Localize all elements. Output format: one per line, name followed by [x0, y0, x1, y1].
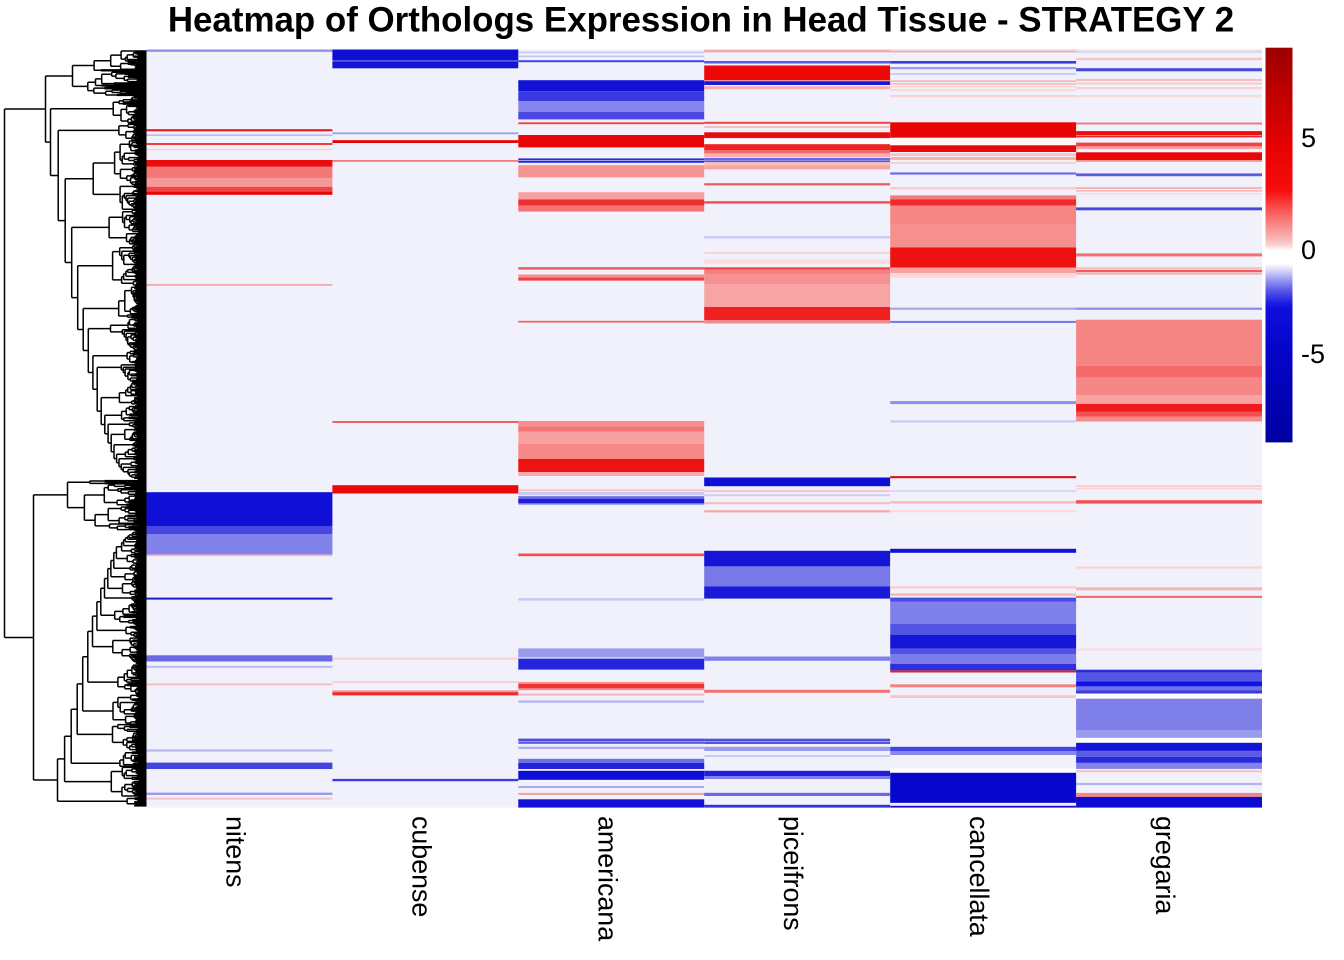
svg-text:cancellata: cancellata — [964, 816, 994, 937]
svg-text:piceifrons: piceifrons — [778, 816, 808, 931]
svg-text:5: 5 — [1301, 123, 1316, 153]
svg-text:nitens: nitens — [221, 816, 251, 888]
svg-text:Heatmap of Orthologs Expressio: Heatmap of Orthologs Expression in Head … — [168, 1, 1234, 40]
svg-text:0: 0 — [1301, 235, 1316, 265]
svg-text:gregaria: gregaria — [1150, 816, 1180, 914]
svg-text:-5: -5 — [1301, 339, 1325, 369]
svg-text:americana: americana — [592, 816, 622, 941]
svg-text:cubense: cubense — [406, 816, 436, 917]
